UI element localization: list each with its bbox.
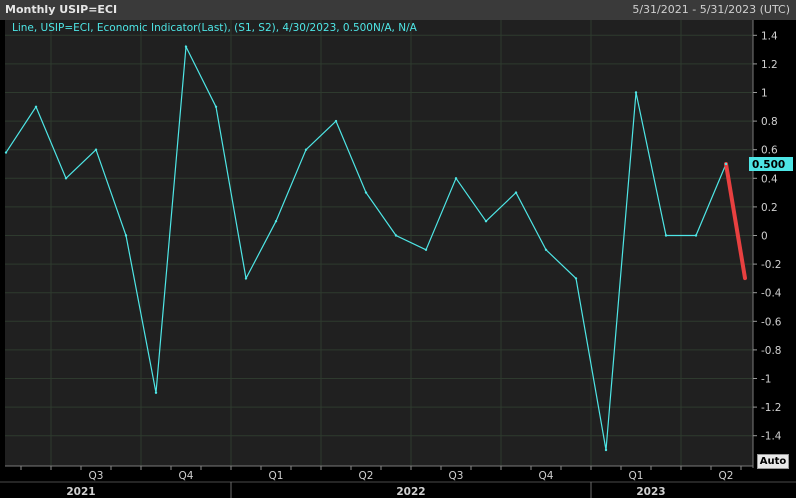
y-tick-label: -0.4 xyxy=(761,288,782,300)
data-point xyxy=(664,234,668,237)
series-line-forecast xyxy=(724,162,747,281)
x-tick-label-quarter: Q3 xyxy=(89,470,104,482)
x-tick-label-quarter: Q2 xyxy=(359,470,374,482)
x-tick-label-quarter: Q1 xyxy=(629,470,644,482)
chart-header: Monthly USIP=ECI 5/31/2021 - 5/31/2023 (… xyxy=(0,0,796,20)
data-point xyxy=(574,277,578,280)
data-point xyxy=(634,91,638,94)
x-tick-label-year: 2023 xyxy=(636,486,665,498)
data-points xyxy=(4,45,728,452)
y-tick-label: 0.2 xyxy=(761,202,778,214)
x-tick-label-quarter: Q1 xyxy=(269,470,284,482)
x-tick-label-year: 2022 xyxy=(396,486,425,498)
y-tick-label: -1 xyxy=(761,374,771,386)
y-tick-label: -0.8 xyxy=(761,345,782,357)
x-axis: Q3 Q4 Q1 Q2 Q3 Q4 Q1 Q2 2021 2022 2023 xyxy=(0,465,796,498)
last-value-label: 0.500 xyxy=(752,159,785,171)
x-tick-label-quarter: Q3 xyxy=(449,470,464,482)
y-tick-label: 0.6 xyxy=(761,145,778,157)
y-axis: 1.4 1.2 1 0.8 0.6 0.4 0.2 0 -0.2 -0.4 -0.6 -0.8 -1 -1… xyxy=(752,20,782,468)
data-point xyxy=(274,220,278,223)
line-chart[interactable]: 1.4 1.2 1 0.8 0.6 0.4 0.2 0 -0.2 -0.4 -0.6 -0.8 -1 -1… xyxy=(0,20,796,498)
y-tick-label: -1.4 xyxy=(761,431,782,443)
y-tick-label: 1.4 xyxy=(761,30,778,42)
x-tick-label-quarter: Q4 xyxy=(539,470,554,482)
data-point xyxy=(334,119,338,123)
data-point xyxy=(34,105,38,109)
data-point xyxy=(94,148,98,151)
data-point xyxy=(184,45,188,48)
y-tick-label: -0.2 xyxy=(761,259,782,271)
data-point xyxy=(514,191,518,194)
x-tick-label-year: 2021 xyxy=(66,486,95,498)
last-value-marker: 0.500 xyxy=(749,157,793,171)
y-tick-label: 1 xyxy=(761,88,768,100)
data-point xyxy=(604,448,608,452)
data-point xyxy=(484,220,488,223)
data-point xyxy=(694,234,698,237)
data-point xyxy=(244,277,248,280)
y-tick-label: 1.2 xyxy=(761,59,778,71)
data-point xyxy=(364,191,368,194)
y-tick-label: 0.4 xyxy=(761,173,778,185)
data-point xyxy=(214,105,218,109)
y-tick-label: -0.6 xyxy=(761,316,782,328)
data-point xyxy=(544,248,548,251)
data-point xyxy=(454,177,458,180)
auto-scale-button[interactable]: Auto xyxy=(757,454,789,469)
chart-title: Monthly USIP=ECI xyxy=(5,3,118,16)
data-point xyxy=(154,391,158,394)
x-tick-label-quarter: Q2 xyxy=(719,470,734,482)
last-value-badge xyxy=(749,157,793,171)
data-point xyxy=(64,177,68,180)
data-point xyxy=(394,234,398,237)
data-point xyxy=(724,162,728,166)
x-tick-label-quarter: Q4 xyxy=(179,470,194,482)
legend-text: Line, USIP=ECI, Economic Indicator(Last)… xyxy=(12,22,418,34)
y-tick-label: -1.2 xyxy=(761,402,782,414)
data-point xyxy=(304,148,308,151)
y-tick-label: 0 xyxy=(761,231,768,243)
data-point xyxy=(124,234,128,237)
plot-area[interactable] xyxy=(5,20,753,466)
date-range: 5/31/2021 - 5/31/2023 (UTC) xyxy=(632,3,790,16)
y-tick-label: 0.8 xyxy=(761,116,778,128)
data-point xyxy=(4,151,8,154)
grid-lines xyxy=(5,20,753,466)
data-point xyxy=(424,248,428,251)
